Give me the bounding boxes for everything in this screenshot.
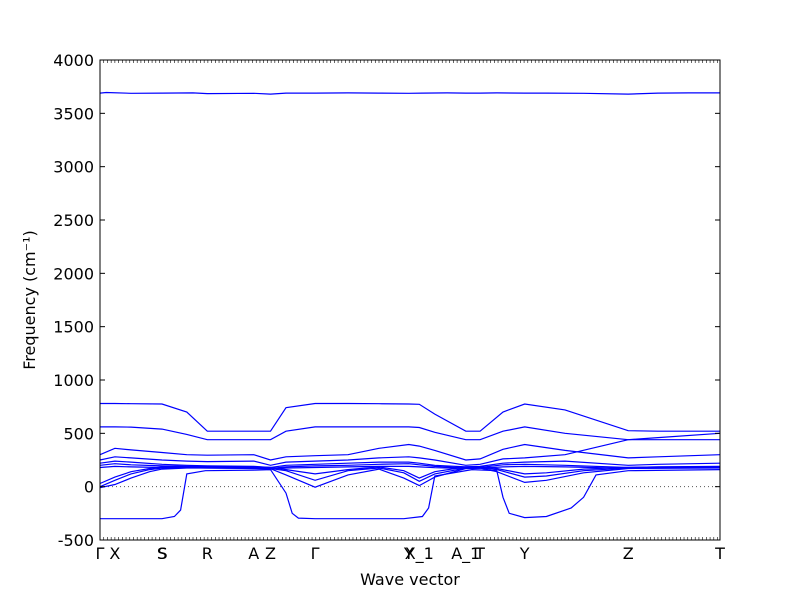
plot-frame bbox=[99, 59, 721, 541]
x-tick-label: S bbox=[158, 544, 168, 563]
x-tick-label: A bbox=[248, 544, 259, 563]
plot-area bbox=[99, 91, 721, 520]
y-tick-label: 500 bbox=[63, 424, 94, 443]
x-tick-label: T bbox=[474, 544, 485, 563]
x-tick-label: X bbox=[109, 544, 120, 563]
y-tick-label: 2000 bbox=[53, 264, 94, 283]
band-line-5 bbox=[99, 432, 721, 466]
band-line-12 bbox=[100, 468, 721, 520]
band-line-9 bbox=[99, 466, 721, 488]
y-tick-label: 0 bbox=[84, 478, 94, 497]
x-tick-label: T bbox=[714, 544, 725, 563]
x-tick-label: R bbox=[202, 544, 213, 563]
x-tick-label: A_1 bbox=[451, 544, 480, 564]
band-line-10 bbox=[99, 467, 721, 489]
x-tick-label: Y bbox=[519, 544, 530, 563]
y-axis-title: Frequency (cm⁻¹) bbox=[20, 230, 39, 369]
y-tick-label: 4000 bbox=[53, 51, 94, 70]
x-tick-label: S bbox=[157, 544, 167, 563]
y-axis-ticks: -500 0 500 1000 1500 2000 2500 3000 3500 4000 bbox=[53, 51, 720, 550]
x-axis-title: Wave vector bbox=[360, 570, 460, 589]
y-tick-label: 2500 bbox=[53, 211, 94, 230]
band-line-3 bbox=[100, 426, 720, 441]
band-line-1 bbox=[99, 91, 720, 95]
x-tick-label: Y bbox=[403, 544, 414, 563]
y-tick-label: 1000 bbox=[53, 371, 94, 390]
y-tick-label: 1500 bbox=[53, 318, 94, 337]
x-tick-label: Z bbox=[265, 544, 276, 563]
x-tick-label: X_1 bbox=[405, 544, 434, 564]
y-tick-label: -500 bbox=[58, 531, 94, 550]
band-line-11 bbox=[99, 465, 721, 485]
band-line-4 bbox=[99, 443, 721, 461]
x-tick-label: Γ bbox=[311, 544, 320, 563]
x-axis-ticks: Γ X SS R A Z Γ YX_1 A_1T Y Z T bbox=[96, 60, 725, 564]
x-tick-label: Z bbox=[623, 544, 634, 563]
y-tick-label: 3500 bbox=[53, 104, 94, 123]
y-tick-label: 3000 bbox=[53, 158, 94, 177]
band-line-2 bbox=[100, 402, 720, 432]
band-line-6 bbox=[99, 460, 721, 469]
x-tick-label: Γ bbox=[96, 544, 105, 563]
